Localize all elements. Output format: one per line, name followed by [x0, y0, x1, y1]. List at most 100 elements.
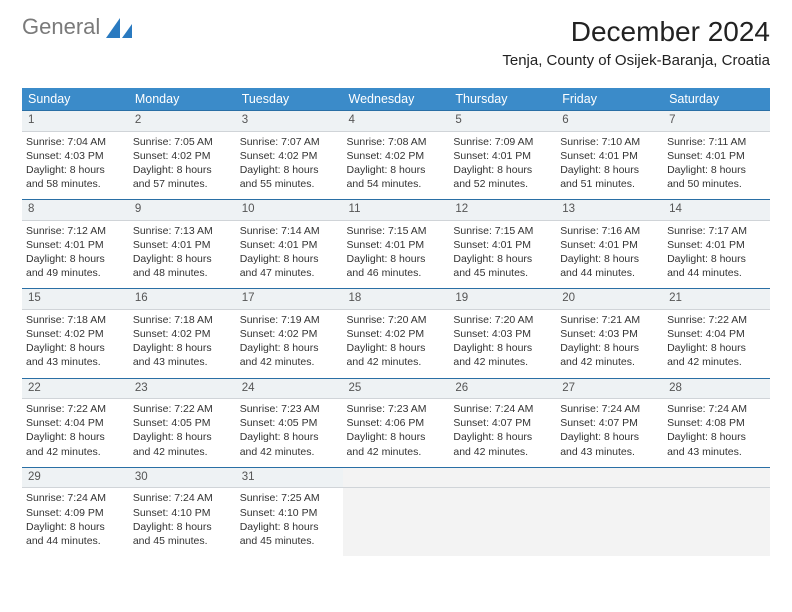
sunrise-line: Sunrise: 7:13 AM	[133, 224, 232, 238]
sunset-line: Sunset: 4:04 PM	[667, 327, 766, 341]
sunset-line: Sunset: 4:02 PM	[240, 149, 339, 163]
sunset-line: Sunset: 4:01 PM	[133, 238, 232, 252]
day-number: 22	[22, 378, 129, 399]
sunrise-line: Sunrise: 7:11 AM	[667, 135, 766, 149]
daylight-line: Daylight: 8 hours and 43 minutes.	[667, 430, 766, 458]
calendar-page: General Blue December 2024 Tenja, County…	[0, 0, 792, 572]
day-cell: Sunrise: 7:15 AMSunset: 4:01 PMDaylight:…	[343, 220, 450, 289]
day-number	[556, 467, 663, 488]
weekday-header: Tuesday	[236, 88, 343, 111]
sunset-line: Sunset: 4:03 PM	[560, 327, 659, 341]
day-cell	[556, 488, 663, 556]
day-number	[449, 467, 556, 488]
day-cell: Sunrise: 7:24 AMSunset: 4:10 PMDaylight:…	[129, 488, 236, 556]
sunrise-line: Sunrise: 7:20 AM	[347, 313, 446, 327]
day-number: 24	[236, 378, 343, 399]
day-number: 31	[236, 467, 343, 488]
day-number: 5	[449, 111, 556, 132]
daylight-line: Daylight: 8 hours and 42 minutes.	[667, 341, 766, 369]
daylight-line: Daylight: 8 hours and 42 minutes.	[240, 430, 339, 458]
sunset-line: Sunset: 4:01 PM	[347, 238, 446, 252]
weekday-header: Thursday	[449, 88, 556, 111]
logo: General Blue	[22, 16, 134, 78]
sunset-line: Sunset: 4:01 PM	[667, 238, 766, 252]
day-content-row: Sunrise: 7:24 AMSunset: 4:09 PM Daylight:…	[22, 488, 770, 556]
title-block: December 2024 Tenja, County of Osijek-Ba…	[502, 16, 770, 69]
sunrise-line: Sunrise: 7:24 AM	[667, 402, 766, 416]
day-cell: Sunrise: 7:22 AMSunset: 4:04 PMDaylight:…	[22, 399, 129, 468]
day-cell: Sunrise: 7:05 AMSunset: 4:02 PMDaylight:…	[129, 131, 236, 200]
daylight-line: Daylight: 8 hours and 50 minutes.	[667, 163, 766, 191]
daylight-line: Daylight: 8 hours and 58 minutes.	[26, 163, 125, 191]
daylight-line: Daylight: 8 hours and 43 minutes.	[560, 430, 659, 458]
day-cell: Sunrise: 7:21 AMSunset: 4:03 PMDaylight:…	[556, 309, 663, 378]
sunset-line: Sunset: 4:01 PM	[667, 149, 766, 163]
day-number: 6	[556, 111, 663, 132]
day-number	[663, 467, 770, 488]
day-number-row: 1234567	[22, 111, 770, 132]
sunset-line: Sunset: 4:01 PM	[560, 149, 659, 163]
day-content-row: Sunrise: 7:22 AMSunset: 4:04 PMDaylight:…	[22, 399, 770, 468]
sunrise-line: Sunrise: 7:20 AM	[453, 313, 552, 327]
sunrise-line: Sunrise: 7:22 AM	[26, 402, 125, 416]
page-header: General Blue December 2024 Tenja, County…	[22, 16, 770, 78]
sunset-line: Sunset: 4:03 PM	[453, 327, 552, 341]
day-cell: Sunrise: 7:23 AMSunset: 4:05 PMDaylight:…	[236, 399, 343, 468]
sunrise-line: Sunrise: 7:24 AM	[560, 402, 659, 416]
day-cell: Sunrise: 7:22 AMSunset: 4:04 PMDaylight:…	[663, 309, 770, 378]
sunrise-line: Sunrise: 7:12 AM	[26, 224, 125, 238]
sunset-line: Sunset: 4:02 PM	[347, 327, 446, 341]
sunrise-line: Sunrise: 7:09 AM	[453, 135, 552, 149]
day-content-row: Sunrise: 7:12 AMSunset: 4:01 PMDaylight:…	[22, 220, 770, 289]
sunset-line: Sunset: 4:07 PM	[453, 416, 552, 430]
sunset-line: Sunset: 4:01 PM	[453, 149, 552, 163]
weekday-header-row: Sunday Monday Tuesday Wednesday Thursday…	[22, 88, 770, 111]
day-number: 19	[449, 289, 556, 310]
sunset-line: Sunset: 4:07 PM	[560, 416, 659, 430]
day-cell: Sunrise: 7:09 AMSunset: 4:01 PMDaylight:…	[449, 131, 556, 200]
daylight-line: Daylight: 8 hours and 57 minutes.	[133, 163, 232, 191]
day-cell: Sunrise: 7:24 AMSunset: 4:07 PMDaylight:…	[556, 399, 663, 468]
daylight-line: Daylight: 8 hours and 45 minutes.	[133, 520, 232, 548]
day-number: 3	[236, 111, 343, 132]
sunrise-line: Sunrise: 7:24 AM	[26, 491, 125, 505]
daylight-line: Daylight: 8 hours and 47 minutes.	[240, 252, 339, 280]
sunrise-line: Sunrise: 7:18 AM	[26, 313, 125, 327]
day-cell: Sunrise: 7:23 AMSunset: 4:06 PMDaylight:…	[343, 399, 450, 468]
day-number-row: 15161718192021	[22, 289, 770, 310]
sunset-line: Sunset: 4:02 PM	[133, 149, 232, 163]
day-number: 23	[129, 378, 236, 399]
sunrise-line: Sunrise: 7:15 AM	[347, 224, 446, 238]
daylight-line: Daylight: 8 hours and 43 minutes.	[26, 341, 125, 369]
day-number-row: 22232425262728	[22, 378, 770, 399]
day-cell: Sunrise: 7:17 AMSunset: 4:01 PMDaylight:…	[663, 220, 770, 289]
sunset-line: Sunset: 4:09 PM	[26, 506, 125, 520]
sunset-line: Sunset: 4:10 PM	[240, 506, 339, 520]
day-number-row: 891011121314	[22, 200, 770, 221]
sunrise-line: Sunrise: 7:23 AM	[347, 402, 446, 416]
sunrise-line: Sunrise: 7:16 AM	[560, 224, 659, 238]
day-number: 13	[556, 200, 663, 221]
sunset-line: Sunset: 4:01 PM	[26, 238, 125, 252]
sunset-line: Sunset: 4:02 PM	[26, 327, 125, 341]
weekday-header: Friday	[556, 88, 663, 111]
weekday-header: Sunday	[22, 88, 129, 111]
day-content-row: Sunrise: 7:18 AMSunset: 4:02 PMDaylight:…	[22, 309, 770, 378]
day-number: 30	[129, 467, 236, 488]
sunrise-line: Sunrise: 7:22 AM	[667, 313, 766, 327]
daylight-line: Daylight: 8 hours and 42 minutes.	[453, 341, 552, 369]
day-number: 4	[343, 111, 450, 132]
daylight-line: Daylight: 8 hours and 42 minutes.	[240, 341, 339, 369]
daylight-line: Daylight: 8 hours and 42 minutes.	[347, 341, 446, 369]
sunrise-line: Sunrise: 7:22 AM	[133, 402, 232, 416]
day-cell: Sunrise: 7:13 AMSunset: 4:01 PMDaylight:…	[129, 220, 236, 289]
day-cell: Sunrise: 7:25 AMSunset: 4:10 PMDaylight:…	[236, 488, 343, 556]
day-cell: Sunrise: 7:04 AMSunset: 4:03 PMDaylight:…	[22, 131, 129, 200]
sunrise-line: Sunrise: 7:10 AM	[560, 135, 659, 149]
daylight-line: Daylight: 8 hours and 42 minutes.	[453, 430, 552, 458]
sunrise-line: Sunrise: 7:21 AM	[560, 313, 659, 327]
day-number: 17	[236, 289, 343, 310]
location-subtitle: Tenja, County of Osijek-Baranja, Croatia	[502, 52, 770, 69]
day-content-row: Sunrise: 7:04 AMSunset: 4:03 PMDaylight:…	[22, 131, 770, 200]
day-number: 28	[663, 378, 770, 399]
